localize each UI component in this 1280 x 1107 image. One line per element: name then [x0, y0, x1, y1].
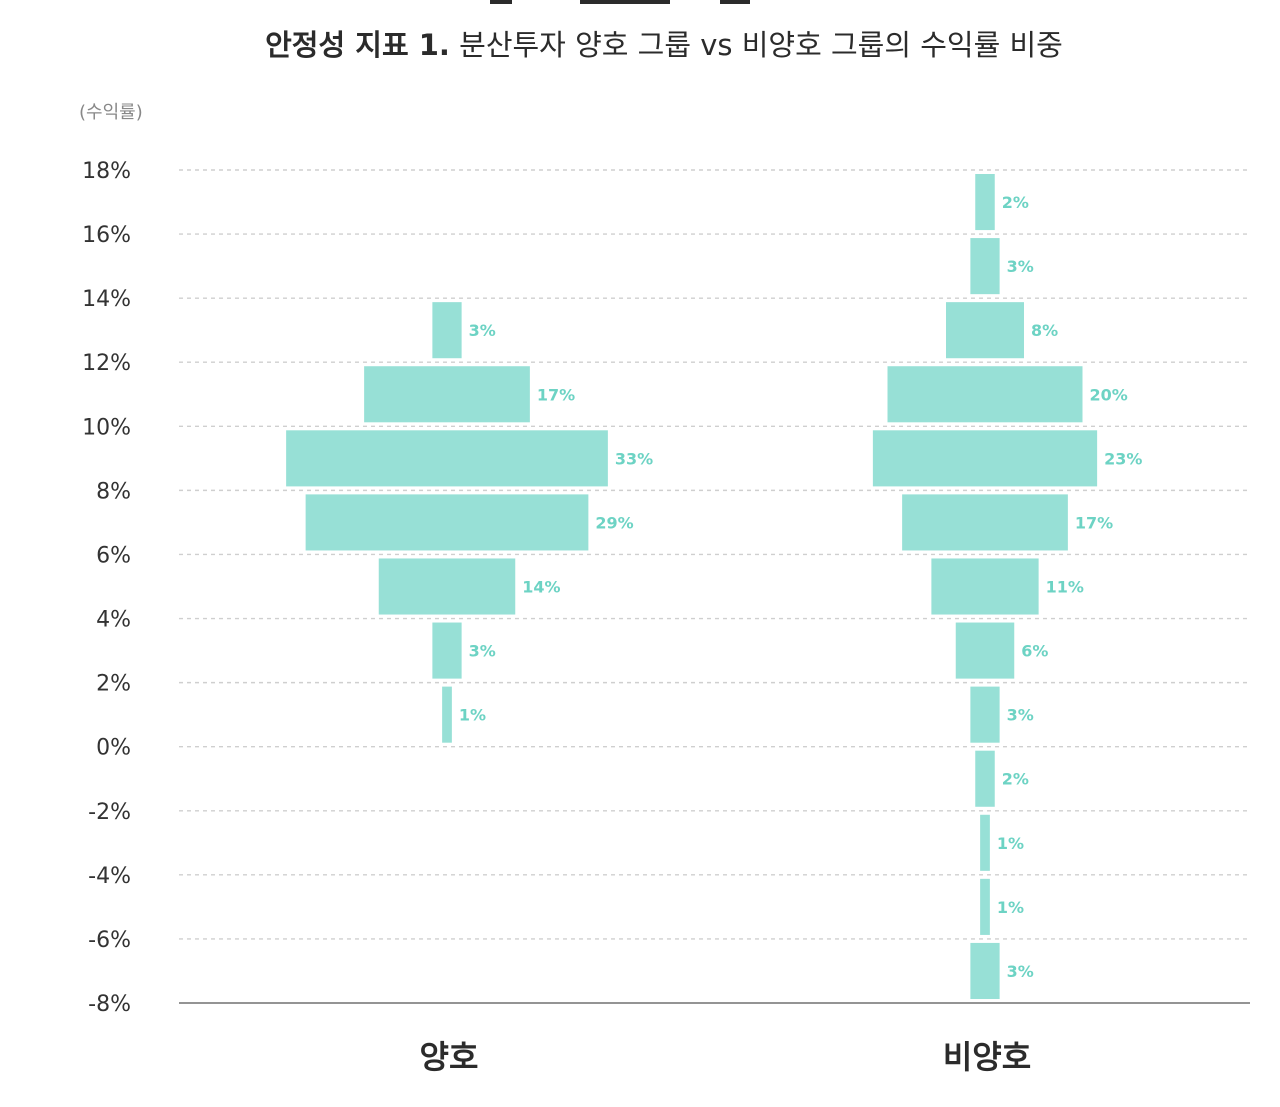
bar: [286, 430, 608, 487]
bar-value-label: 11%: [1046, 578, 1084, 597]
y-tick-label: 10%: [82, 415, 131, 440]
bar-value-label: 1%: [459, 706, 486, 725]
bar: [442, 686, 452, 743]
bar-value-label: 1%: [997, 834, 1024, 853]
bar-value-label: 14%: [522, 578, 560, 597]
y-tick-label: -8%: [88, 992, 131, 1017]
bar: [975, 750, 995, 807]
gridlines: [179, 169, 1250, 1004]
y-tick-label: 14%: [82, 287, 131, 312]
bar: [378, 558, 516, 615]
bar: [931, 558, 1039, 615]
bar-value-label: 3%: [1007, 962, 1034, 981]
bar: [902, 494, 1068, 551]
bar-value-label: 29%: [595, 513, 633, 532]
y-tick-label: 2%: [96, 672, 131, 697]
bar-value-label: 20%: [1090, 385, 1128, 404]
y-tick-label: 12%: [82, 351, 131, 376]
bar-value-label: 2%: [1002, 193, 1029, 212]
y-tick-label: 8%: [96, 479, 131, 504]
bar: [970, 238, 1000, 295]
bar-value-label: 17%: [1075, 513, 1113, 532]
y-tick-label: 18%: [82, 159, 131, 184]
group-labels: 양호 비양호: [420, 1038, 1032, 1076]
group-label: 비양호: [943, 1038, 1031, 1076]
bar: [980, 878, 990, 935]
y-tick-label: 16%: [82, 223, 131, 248]
bar-value-label: 3%: [469, 642, 496, 661]
y-tick-label: 0%: [96, 736, 131, 761]
bar: [955, 622, 1015, 679]
chart-title-normal: 분산투자 양호 그룹 vs 비양호 그룹의 수익률 비중: [459, 28, 1063, 62]
chart-title: 안정성 지표 1. 분산투자 양호 그룹 vs 비양호 그룹의 수익률 비중: [0, 22, 1280, 64]
y-tick-label: -2%: [88, 800, 131, 825]
y-tick-label: 4%: [96, 608, 131, 633]
bar: [946, 302, 1024, 359]
chart-title-bold: 안정성 지표 1.: [265, 28, 450, 62]
bar: [970, 686, 1000, 743]
bar: [980, 814, 990, 871]
bar: [970, 942, 1000, 999]
bars: [286, 174, 1098, 999]
bar: [887, 366, 1083, 423]
bar-value-label: 6%: [1021, 642, 1048, 661]
bar-value-label: 23%: [1104, 449, 1142, 468]
bar-value-label: 8%: [1031, 321, 1058, 340]
y-tick-label: -6%: [88, 928, 131, 953]
bar-value-label: 33%: [615, 449, 653, 468]
bar-value-label: 3%: [1007, 706, 1034, 725]
bar-value-label: 1%: [997, 898, 1024, 917]
y-axis-ticks: 18% 16% 14% 12% 10% 8% 6% 4% 2% 0% -2% -4% -6% -8%: [82, 159, 131, 1017]
y-tick-label: -4%: [88, 864, 131, 889]
y-tick-label: 6%: [96, 543, 131, 568]
group-label: 양호: [420, 1038, 479, 1076]
bar: [872, 430, 1098, 487]
bar-value-label: 2%: [1002, 770, 1029, 789]
bar-value-labels: 3% 17% 33% 29% 14% 3% 1% 2% 3% 8% 20% 23% 17% 11% 6% 3%…: [459, 193, 1143, 981]
bar: [305, 494, 589, 551]
bar: [432, 622, 462, 679]
bar-value-label: 17%: [537, 385, 575, 404]
bar-value-label: 3%: [469, 321, 496, 340]
bar: [364, 366, 530, 423]
cropped-top-text: [470, 0, 790, 4]
bar: [975, 174, 995, 231]
bar: [432, 302, 462, 359]
y-axis-unit-label: (수익률): [79, 102, 143, 123]
bar-value-label: 3%: [1007, 257, 1034, 276]
